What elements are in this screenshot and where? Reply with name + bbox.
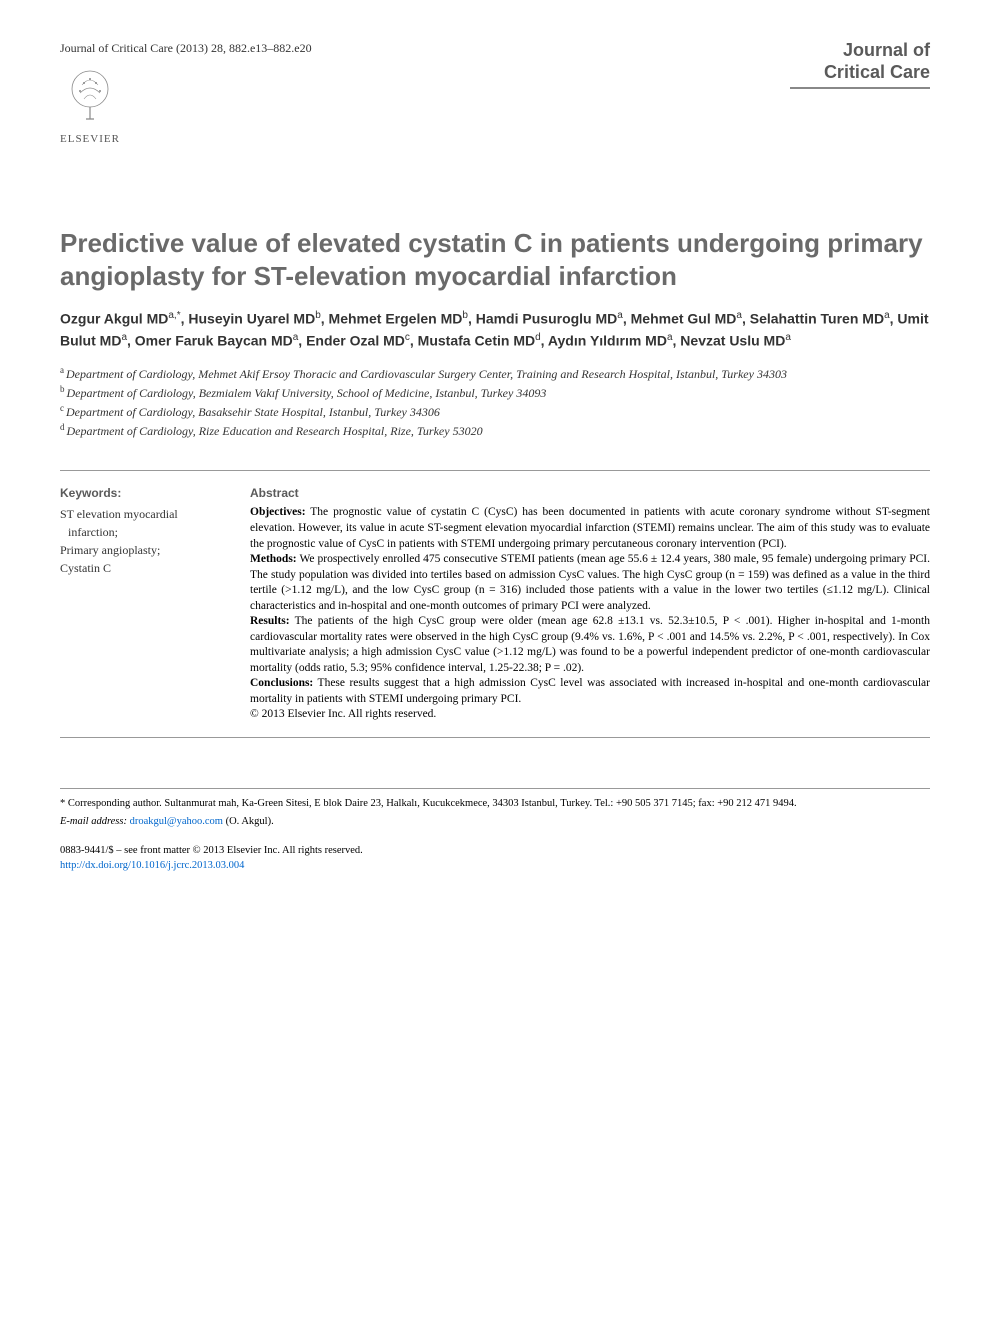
article-title: Predictive value of elevated cystatin C … [60,227,930,292]
abstract-text: Objectives: The prognostic value of cyst… [250,505,930,722]
affiliation-item: aDepartment of Cardiology, Mehmet Akif E… [60,364,930,383]
keywords-label: Keywords: [60,485,220,502]
header-left: Journal of Critical Care (2013) 28, 882.… [60,40,312,147]
keywords-list: ST elevation myocardial infarction;Prima… [60,505,220,577]
abstract-keywords-row: Keywords: ST elevation myocardial infarc… [60,470,930,738]
keyword-item: Cystatin C [60,559,220,577]
publisher-logo: ELSEVIER [60,65,312,148]
footer-section: * Corresponding author. Sultanmurat mah,… [60,788,930,874]
email-label: E-mail address: [60,816,127,827]
authors-list: Ozgur Akgul MDa,*, Huseyin Uyarel MDb, M… [60,308,930,351]
keywords-column: Keywords: ST elevation myocardial infarc… [60,485,220,723]
affiliation-item: cDepartment of Cardiology, Basaksehir St… [60,402,930,421]
affiliation-item: dDepartment of Cardiology, Rize Educatio… [60,421,930,440]
corresponding-author: * Corresponding author. Sultanmurat mah,… [60,797,930,812]
keyword-item: ST elevation myocardial infarction; [60,505,220,541]
page-header: Journal of Critical Care (2013) 28, 882.… [60,40,930,147]
abstract-label: Abstract [250,485,930,502]
keyword-item: Primary angioplasty; [60,541,220,559]
journal-name-line2: Critical Care [790,62,930,84]
email-line: E-mail address: droakgul@yahoo.com (O. A… [60,815,930,830]
journal-name-line1: Journal of [790,40,930,62]
email-author: (O. Akgul). [226,816,274,827]
journal-logo: Journal of Critical Care [790,40,930,89]
issn-copyright: 0883-9441/$ – see front matter © 2013 El… [60,844,930,859]
elsevier-tree-icon [60,65,120,125]
title-section: Predictive value of elevated cystatin C … [60,227,930,439]
affiliations-list: aDepartment of Cardiology, Mehmet Akif E… [60,364,930,440]
email-address[interactable]: droakgul@yahoo.com [130,816,223,827]
affiliation-item: bDepartment of Cardiology, Bezmialem Vak… [60,383,930,402]
publisher-name: ELSEVIER [60,132,312,147]
journal-underline [790,87,930,89]
doi-link[interactable]: http://dx.doi.org/10.1016/j.jcrc.2013.03… [60,859,930,874]
abstract-column: Abstract Objectives: The prognostic valu… [250,485,930,723]
journal-reference: Journal of Critical Care (2013) 28, 882.… [60,40,312,57]
